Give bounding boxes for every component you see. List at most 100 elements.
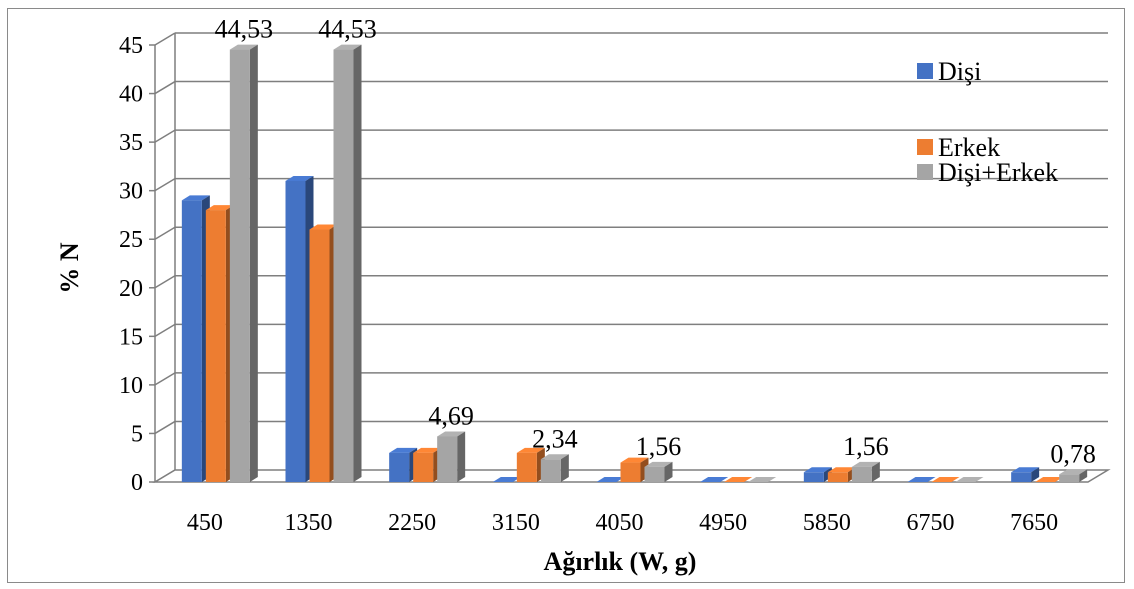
bar-top [229,44,258,50]
bar-top [205,205,234,211]
bar [389,447,418,482]
bar-top [516,447,545,453]
bar [596,477,625,482]
bar [1059,469,1088,482]
bar [644,461,673,482]
bar [540,454,569,482]
bar [333,44,362,483]
data-label: 1,56 [843,432,889,461]
bar-top [955,477,984,482]
data-label: 44,53 [318,15,377,44]
bar [851,461,880,482]
y-tick-label: 35 [119,130,143,156]
axes: 0 5 10 15 20 25 30 35 40 45 450 1350 2250 3150 4050 495… [119,33,1111,536]
bar-front [516,452,537,482]
bar-top [437,431,466,437]
bar [907,477,936,482]
bar-top [851,461,880,467]
bar-front [803,472,824,482]
gridline-diagonal [154,420,176,435]
bar-side [871,461,880,482]
bar-top [644,461,673,467]
bar-front [285,180,306,482]
bar [1035,477,1064,482]
x-tick-label: 2250 [388,510,436,536]
gridline-diagonal [154,226,176,240]
bar-front [644,466,665,482]
x-axis-title: Ağırlık (W, g) [544,547,697,576]
bar-front [540,459,561,482]
bar-front [620,462,641,482]
data-label: 1,56 [636,432,682,461]
bar-top [389,447,418,453]
y-tick-label: 0 [131,470,143,496]
bar [931,477,960,482]
bar-front [1011,472,1032,482]
bar-top [333,44,362,50]
x-tick-label: 3150 [492,510,540,536]
bar-front [437,436,458,482]
y-tick-label: 20 [119,276,143,302]
bar-front [181,200,202,482]
bar-front [413,452,434,482]
bar [181,195,210,482]
y-tick-label: 30 [119,179,143,205]
x-tick-label: 5850 [803,510,851,536]
bar-side [1079,469,1088,482]
bar-side [560,454,569,482]
bars [181,44,1088,483]
data-label: 2,34 [532,424,578,453]
legend: Dişi Erkek Dişi+Erkek [917,57,1058,187]
bar [748,477,777,482]
gridline-diagonal [154,80,176,95]
y-tick-label: 40 [119,82,143,108]
bar [205,205,234,483]
bar-front [827,472,848,482]
data-labels: 44,53 44,53 4,69 2,34 1,56 1,56 0,78 [215,15,1096,469]
data-label: 44,53 [215,15,274,44]
bar-side [249,44,258,483]
y-tick-label: 5 [131,421,143,447]
gridline-diagonal [154,372,176,386]
gridline-diagonal [154,323,176,337]
y-tick-label: 25 [119,227,143,253]
bar-top [827,467,856,473]
bar-top [540,454,569,460]
bar-front [205,210,226,483]
legend-swatch-disi-erkek [917,164,933,180]
bar-top [1059,469,1088,475]
bar [492,477,521,482]
bar-top [748,477,777,482]
bar-front [851,466,872,482]
x-tick-label: 7650 [1010,510,1058,536]
legend-swatch-erkek [917,139,933,155]
bar [700,477,729,482]
bar-top [1011,467,1040,473]
bar-front [333,49,354,483]
bar [285,175,314,482]
gridline-diagonal [154,129,176,143]
bar-front [309,229,330,482]
bar [309,224,338,482]
bar-top [413,447,442,453]
x-tick-label: 4050 [596,510,644,536]
bar-side [664,461,673,482]
bar-top [309,224,338,230]
bar-top [1035,477,1064,482]
x-tick-label: 1350 [285,510,333,536]
bar-front [1059,474,1080,482]
data-label: 0,78 [1050,439,1096,468]
legend-label-disi-erkek: Dişi+Erkek [938,158,1058,187]
bar [620,457,649,482]
legend-label-disi: Dişi [938,57,981,86]
x-tick-label: 450 [187,510,223,536]
bar-side [353,44,362,483]
x-tick-label: 4950 [699,510,747,536]
bar [724,477,753,482]
bar-top [285,175,314,181]
bar-top [931,477,960,482]
bar-front [389,452,410,482]
gridline-diagonal [154,178,176,192]
bar-side [1031,467,1040,482]
